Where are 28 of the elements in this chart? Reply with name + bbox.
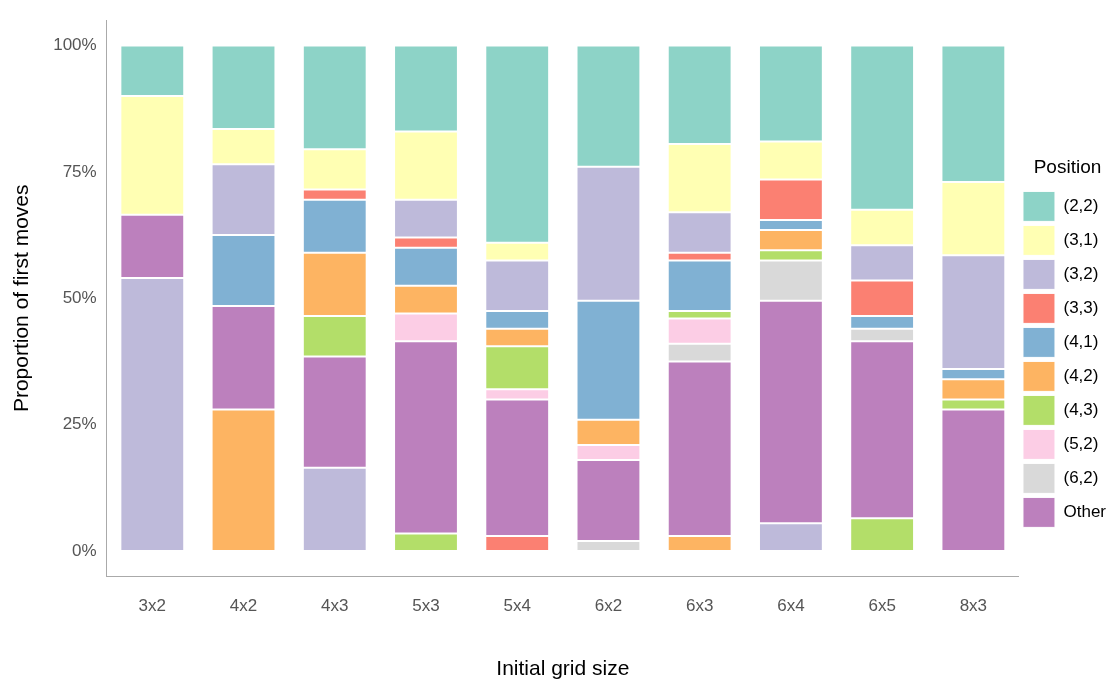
legend-label: (6,2) <box>1063 468 1099 488</box>
y-tick-label: 50% <box>62 287 97 307</box>
x-tick-label: 3x2 <box>138 596 167 616</box>
legend-label: (2,2) <box>1063 196 1099 216</box>
x-tick-label: 6x4 <box>777 596 805 616</box>
legend-label: (3,3) <box>1063 298 1099 318</box>
y-tick-label: 100% <box>53 35 97 55</box>
legend-label: (4,1) <box>1063 332 1099 352</box>
x-tick-label: 6x5 <box>868 596 896 616</box>
x-tick-label: 6x2 <box>594 596 623 616</box>
legend-label: (4,2) <box>1063 366 1099 386</box>
legend-label: (4,3) <box>1063 400 1099 420</box>
y-axis-title: Proportion of first moves <box>9 184 33 413</box>
x-tick-label: 8x3 <box>959 596 988 616</box>
x-tick-label: 5x4 <box>503 596 531 616</box>
x-tick-label: 4x2 <box>229 596 258 616</box>
legend-label: (3,1) <box>1063 230 1099 250</box>
legend-label: (3,2) <box>1063 264 1099 284</box>
x-tick-label: 5x3 <box>412 596 440 616</box>
legend-title: Position <box>1033 156 1102 178</box>
x-tick-label: 4x3 <box>321 596 349 616</box>
y-tick-label: 25% <box>62 414 97 434</box>
legend-label: (5,2) <box>1063 434 1099 454</box>
x-tick-label: 6x3 <box>685 596 714 616</box>
y-tick-label: 75% <box>62 161 97 181</box>
legend-label: Other <box>1063 502 1107 522</box>
y-tick-label: 0% <box>72 540 97 560</box>
x-axis-title: Initial grid size <box>496 656 630 680</box>
